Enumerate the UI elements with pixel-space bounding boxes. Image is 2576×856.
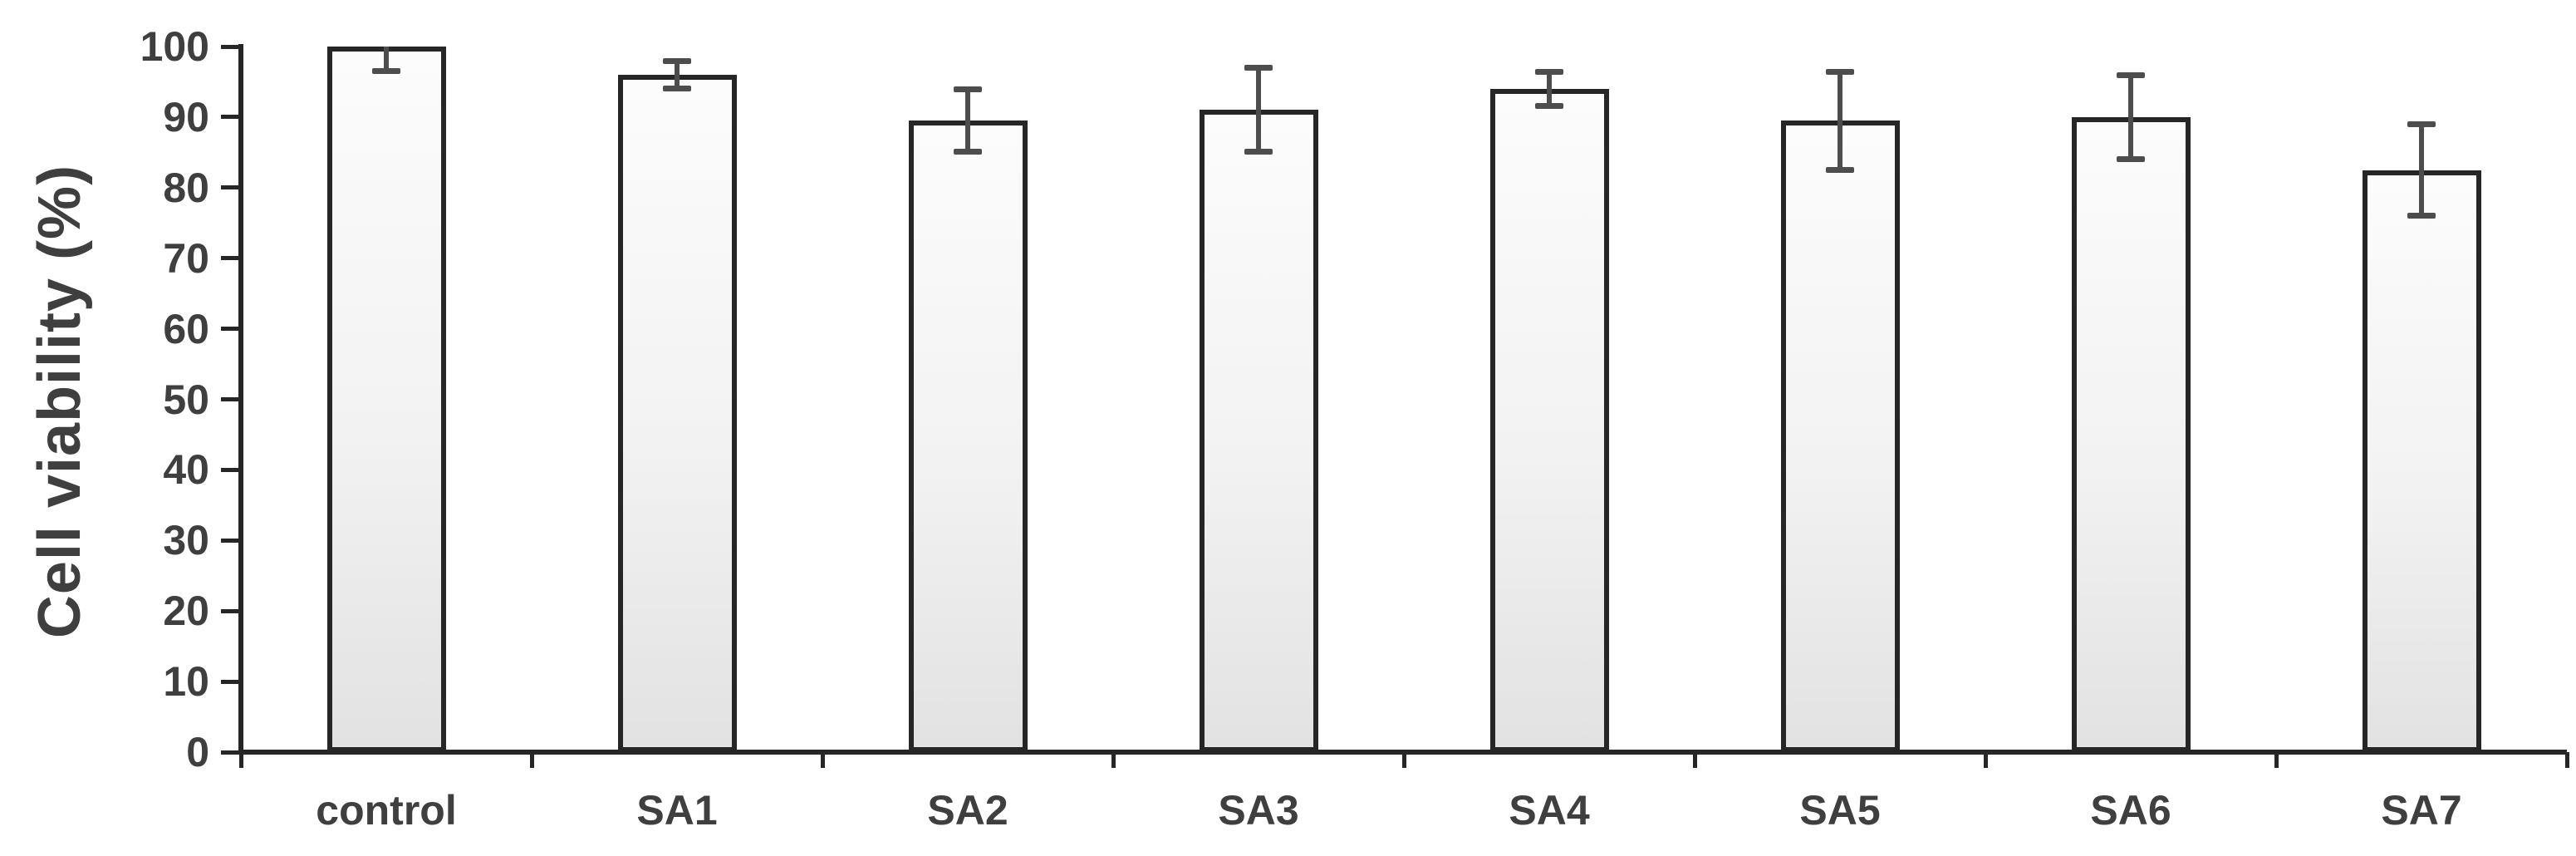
y-tick (221, 679, 241, 684)
x-category-label: SA7 (2381, 787, 2462, 834)
error-bar-whisker (965, 88, 970, 153)
error-bar-cap-top (1535, 68, 1563, 75)
x-boundary-tick (820, 752, 825, 768)
y-tick (221, 397, 241, 401)
x-category-label: control (316, 787, 457, 834)
error-bar-cap-bottom (1826, 166, 1854, 173)
y-tick-label: 80 (163, 164, 209, 211)
x-category-label: SA2 (927, 787, 1008, 834)
bar (1199, 110, 1318, 752)
error-bar-cap-bottom (372, 67, 400, 74)
bar (617, 74, 737, 752)
bar (2071, 116, 2191, 752)
x-category-label: SA5 (1799, 787, 1881, 834)
y-tick-label: 70 (163, 234, 209, 282)
error-bar-cap-bottom (2117, 155, 2145, 162)
x-boundary-tick (1111, 752, 1116, 768)
error-bar-cap-top (2117, 71, 2145, 78)
y-tick-label: 0 (186, 729, 209, 775)
y-tick (221, 44, 241, 49)
x-boundary-tick (1692, 752, 1697, 768)
error-bar-whisker (1256, 67, 1261, 153)
error-bar-cap-bottom (663, 85, 691, 91)
x-category-label: SA6 (2090, 787, 2171, 834)
y-tick (221, 750, 241, 755)
error-bar-whisker (2128, 74, 2133, 160)
y-tick-label: 40 (163, 446, 209, 494)
y-tick (221, 185, 241, 190)
y-tick (221, 467, 241, 472)
x-category-label: SA1 (636, 787, 718, 834)
bar (326, 47, 446, 752)
x-boundary-tick (529, 752, 534, 768)
bar (1780, 121, 1900, 752)
bar (1489, 88, 1609, 752)
error-bar-cap-top (1826, 68, 1854, 75)
error-bar-cap-bottom (954, 149, 982, 155)
error-bar-whisker (2419, 124, 2424, 216)
y-tick-label: 10 (163, 658, 209, 706)
y-tick (221, 327, 241, 332)
y-tick-label: 90 (163, 93, 209, 140)
x-boundary-tick (2274, 752, 2279, 768)
plot-area (241, 47, 2567, 752)
x-boundary-tick (2564, 752, 2569, 768)
y-tick-label: 20 (163, 588, 209, 635)
error-bar-cap-bottom (1535, 103, 1563, 110)
error-bar-cap-top (954, 86, 982, 92)
y-tick-label: 30 (163, 517, 209, 564)
y-tick (221, 256, 241, 261)
x-boundary-tick (1983, 752, 1988, 768)
x-category-label: SA4 (1509, 787, 1590, 834)
x-category-label: SA3 (1218, 787, 1299, 834)
y-tick (221, 538, 241, 543)
y-tick (221, 608, 241, 613)
bar (908, 121, 1028, 752)
error-bar-cap-top (663, 57, 691, 64)
error-bar-whisker (1838, 71, 1842, 170)
y-axis-line (238, 44, 243, 755)
error-bar-whisker (675, 60, 680, 89)
x-boundary-tick (1401, 752, 1406, 768)
error-bar-whisker (1547, 71, 1552, 107)
error-bar-cap-bottom (1244, 149, 1273, 155)
y-tick-label: 50 (163, 376, 209, 423)
bar (2362, 170, 2481, 752)
y-tick-label: 100 (140, 23, 209, 70)
error-bar-cap-bottom (2407, 212, 2436, 219)
y-tick-label: 60 (163, 305, 209, 352)
error-bar-cap-top (2407, 121, 2436, 128)
x-boundary-tick (238, 752, 243, 768)
error-bar-cap-top (1244, 65, 1273, 71)
error-bar-whisker (384, 47, 389, 71)
y-tick (221, 115, 241, 120)
